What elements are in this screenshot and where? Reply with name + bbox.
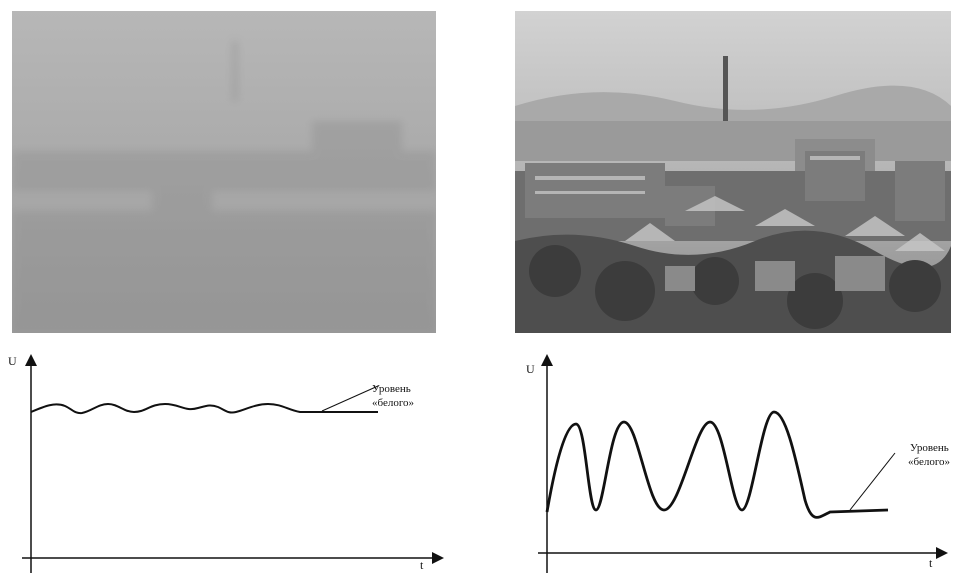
- annotation-line1: Уровень: [910, 442, 949, 454]
- right-signal-graph: U t Уровень «белого»: [500, 340, 959, 574]
- x-axis-label: t: [929, 556, 933, 570]
- clear-city-photo: [515, 11, 951, 333]
- annotation-line1: Уровень: [372, 383, 411, 395]
- annotation-leader: [321, 385, 379, 412]
- left-signal-graph: U t Уровень «белого»: [0, 340, 470, 574]
- annotation-leader: [849, 452, 896, 511]
- annotation-line2: «белого»: [372, 397, 415, 409]
- signal-curve: [30, 402, 378, 415]
- annotation-line2: «белого»: [908, 456, 951, 468]
- x-axis-label: t: [420, 558, 424, 572]
- foggy-city-photo: [12, 11, 436, 333]
- y-axis-label: U: [8, 354, 17, 368]
- y-axis-label: U: [526, 362, 535, 376]
- signal-curve: [545, 410, 889, 519]
